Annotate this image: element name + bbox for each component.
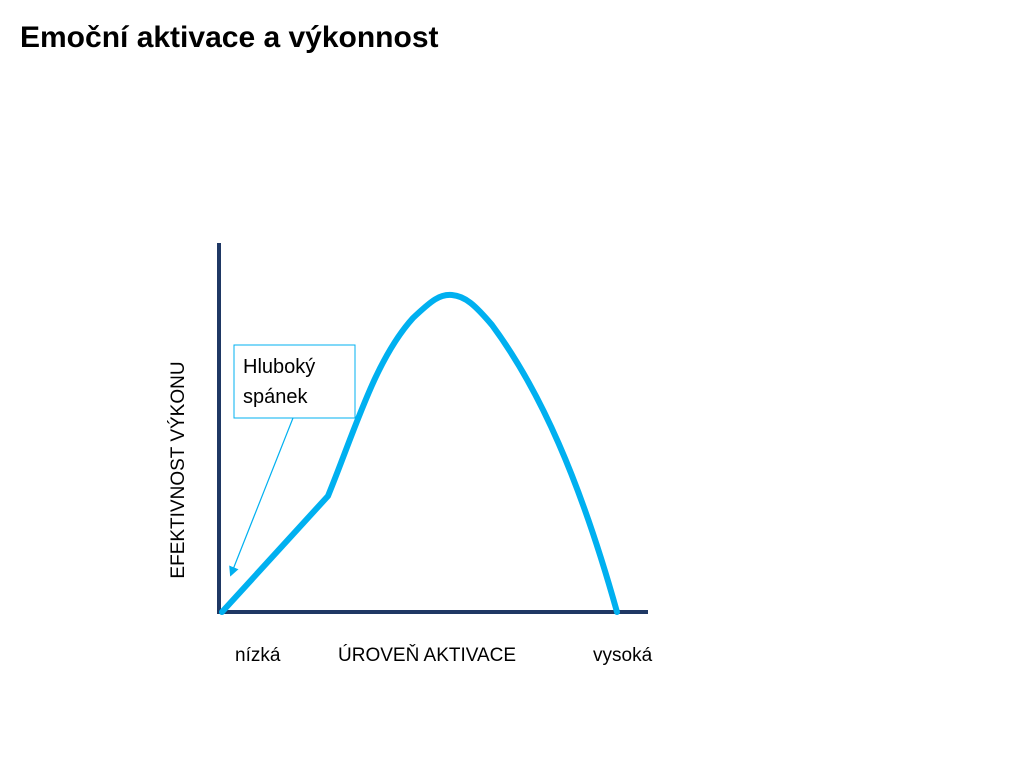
performance-curve [219, 291, 620, 615]
callout-arrow [229, 417, 294, 577]
slide-title: Emoční aktivace a výkonnost [20, 21, 439, 54]
callout-line-1: Hluboký [243, 356, 315, 378]
y-axis-label: EFEKTIVNOST VÝKONU [168, 361, 189, 578]
x-low-label: nízká [235, 645, 281, 666]
callout-line-2: spánek [243, 386, 308, 408]
callout-box [233, 344, 356, 419]
x-high-label: vysoká [593, 645, 653, 666]
x-axis-label: ÚROVEŇ AKTIVACE [338, 644, 516, 666]
